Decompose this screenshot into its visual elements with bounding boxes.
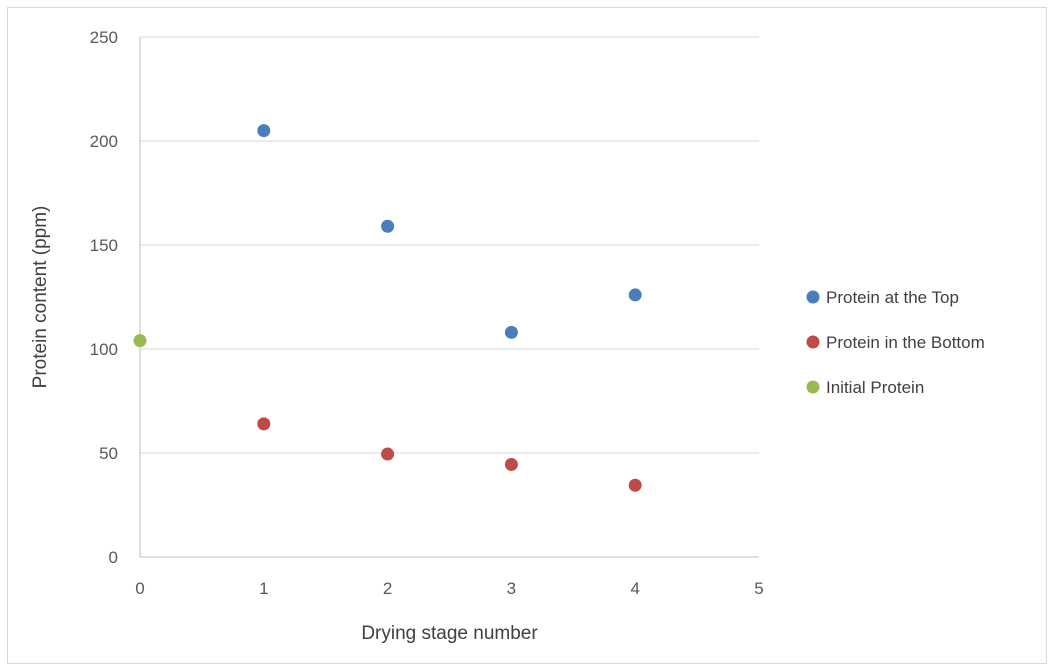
x-tick-label: 1 xyxy=(259,579,268,598)
legend-label: Initial Protein xyxy=(826,378,924,397)
legend-label: Protein at the Top xyxy=(826,288,959,307)
data-point-series-0 xyxy=(257,124,271,138)
y-tick-label: 50 xyxy=(99,444,118,463)
legend-marker xyxy=(806,290,820,304)
axes xyxy=(139,37,759,558)
legend: Protein at the Top Protein in the Bottom I… xyxy=(806,288,985,397)
data-point-series-1 xyxy=(381,447,395,461)
data-point-series-1 xyxy=(504,457,518,471)
x-tick-label: 0 xyxy=(135,579,144,598)
y-tick-label: 250 xyxy=(90,28,118,47)
legend-label: Protein in the Bottom xyxy=(826,333,985,352)
data-point-series-1 xyxy=(257,417,271,431)
chart-frame xyxy=(7,7,1047,664)
data-point-series-0 xyxy=(628,288,642,302)
tick-labels: 0 50 100 150 200 250 0 1 2 3 4 5 xyxy=(90,28,764,598)
data-points xyxy=(133,124,642,492)
data-point-series-2 xyxy=(133,334,147,348)
y-tick-label: 0 xyxy=(109,548,118,567)
x-tick-label: 3 xyxy=(507,579,516,598)
x-tick-label: 4 xyxy=(630,579,639,598)
legend-marker xyxy=(806,380,820,394)
data-point-series-0 xyxy=(504,325,518,339)
x-tick-label: 5 xyxy=(754,579,763,598)
y-tick-label: 150 xyxy=(90,236,118,255)
legend-marker xyxy=(806,335,820,349)
x-tick-label: 2 xyxy=(383,579,392,598)
gridlines xyxy=(140,36,759,454)
data-point-series-1 xyxy=(628,478,642,492)
x-axis-title: Drying stage number xyxy=(361,623,538,644)
y-axis-title: Protein content (ppm) xyxy=(30,206,51,389)
y-tick-label: 100 xyxy=(90,340,118,359)
y-tick-label: 200 xyxy=(90,132,118,151)
data-point-series-0 xyxy=(381,219,395,233)
